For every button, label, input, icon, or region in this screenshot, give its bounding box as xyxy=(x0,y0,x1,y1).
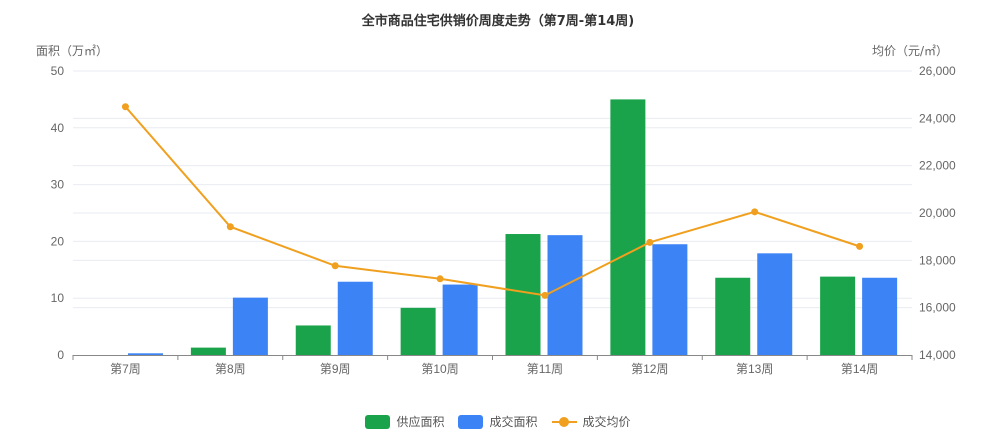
bar[interactable] xyxy=(400,307,436,355)
right-axis-name: 均价（元/㎡） xyxy=(872,44,949,58)
left-axis-name: 面积（万㎡） xyxy=(36,44,109,58)
legend-item-supply[interactable]: 供应面积 xyxy=(365,413,444,430)
supply-swatch-icon xyxy=(365,414,391,429)
x-tick-label: 第12周 xyxy=(631,362,668,376)
left-axis-ticks: 0 10 20 30 40 50 xyxy=(51,64,65,362)
bar[interactable] xyxy=(715,277,751,355)
right-axis-ticks: 14,000 16,000 18,000 20,000 22,000 24,000 26,0… xyxy=(919,64,956,362)
price-point[interactable] xyxy=(121,103,129,111)
bar[interactable] xyxy=(190,347,226,355)
bar[interactable] xyxy=(337,281,373,355)
line-marker-icon xyxy=(551,415,577,429)
x-tick-label: 第9周 xyxy=(320,362,351,376)
price-point[interactable] xyxy=(541,291,549,299)
right-tick-label: 16,000 xyxy=(919,301,956,315)
transaction-swatch-icon xyxy=(458,414,484,429)
bar[interactable] xyxy=(757,253,793,355)
x-tick-label: 第7周 xyxy=(110,362,141,376)
left-tick-label: 20 xyxy=(51,234,65,248)
bar[interactable] xyxy=(547,235,583,355)
bar[interactable] xyxy=(820,276,856,355)
right-tick-label: 24,000 xyxy=(919,111,956,125)
left-tick-label: 0 xyxy=(57,348,64,362)
right-tick-label: 20,000 xyxy=(919,206,956,220)
right-tick-label: 22,000 xyxy=(919,159,956,173)
price-point[interactable] xyxy=(751,208,759,216)
left-tick-label: 50 xyxy=(51,64,65,78)
price-point[interactable] xyxy=(646,238,654,246)
price-point[interactable] xyxy=(226,223,234,231)
left-tick-label: 10 xyxy=(51,291,65,305)
bar[interactable] xyxy=(652,244,688,355)
x-tick-label: 第11周 xyxy=(527,362,563,376)
legend-item-price[interactable]: 成交均价 xyxy=(551,413,631,430)
right-tick-label: 18,000 xyxy=(919,253,956,267)
x-tick-label: 第14周 xyxy=(841,362,878,376)
price-line-series xyxy=(121,103,864,299)
bar-series xyxy=(128,99,898,356)
bar[interactable] xyxy=(232,297,268,355)
chart-plot-area: 0 10 20 30 40 50 14,000 16,000 18,000 20,000 22,0… xyxy=(51,64,956,376)
right-tick-label: 14,000 xyxy=(919,348,956,362)
bar[interactable] xyxy=(128,353,163,355)
x-tick-label: 第8周 xyxy=(215,362,246,376)
x-tick-label: 第13周 xyxy=(736,362,773,376)
legend-label: 供应面积 xyxy=(396,415,445,429)
legend-item-transaction[interactable]: 成交面积 xyxy=(458,413,538,430)
x-axis: 第7周 第8周 第9周 第10周 第11周 第12周 第13周 第14周 xyxy=(72,355,913,376)
bar[interactable] xyxy=(295,325,331,355)
bar[interactable] xyxy=(442,284,478,355)
bar[interactable] xyxy=(610,99,646,356)
bar[interactable] xyxy=(862,277,898,355)
left-tick-label: 30 xyxy=(51,178,65,192)
legend: 供应面积 成交面积 成交均价 xyxy=(0,413,996,430)
x-tick-label: 第10周 xyxy=(421,362,458,376)
price-point[interactable] xyxy=(856,242,864,250)
price-point[interactable] xyxy=(331,262,339,270)
left-tick-label: 40 xyxy=(51,121,65,135)
right-tick-label: 26,000 xyxy=(919,64,956,78)
price-point[interactable] xyxy=(436,275,444,283)
legend-label: 成交面积 xyxy=(489,415,538,429)
chart-title: 全市商品住宅供销价周度走势（第7周-第14周) xyxy=(361,14,635,29)
legend-label: 成交均价 xyxy=(582,415,631,429)
